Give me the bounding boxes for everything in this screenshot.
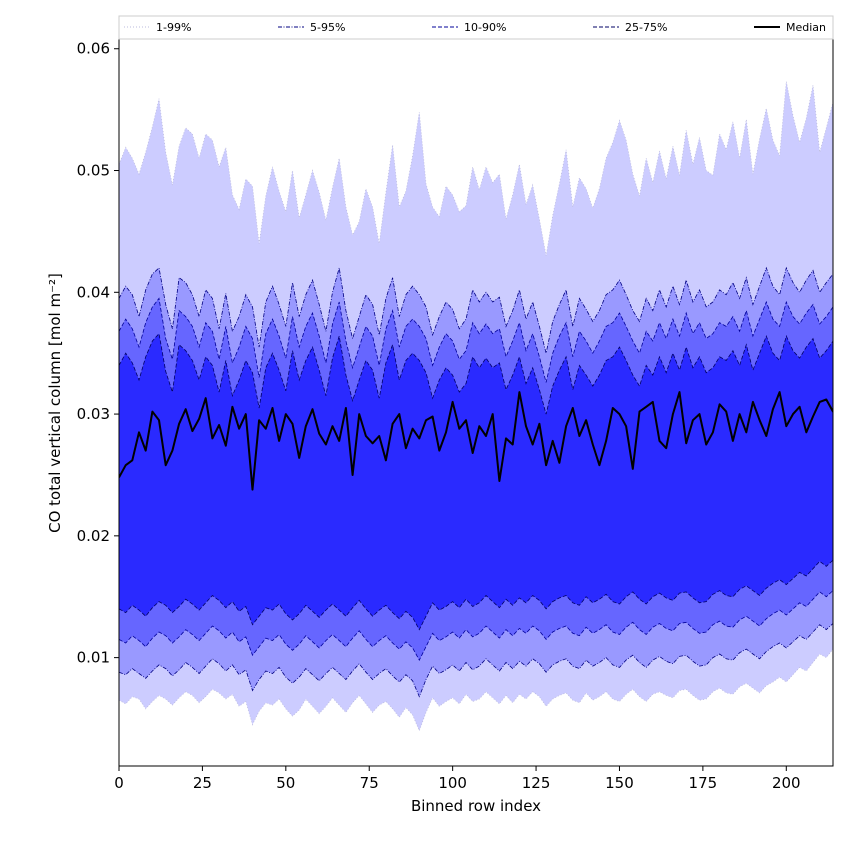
- band-fill-3: [119, 333, 833, 630]
- y-tick-label: 0.05: [77, 162, 110, 180]
- y-axis-label: CO total vertical column [mol m⁻²]: [46, 273, 64, 533]
- legend-label: 10-90%: [464, 21, 506, 34]
- x-tick-label: 200: [772, 774, 801, 792]
- y-tick-label: 0.01: [77, 649, 110, 667]
- y-axis: 0.01 0.02 0.03 0.04 0.05 0.06: [77, 40, 119, 667]
- y-tick-label: 0.02: [77, 527, 110, 545]
- band-edge-lower-0: [119, 648, 833, 732]
- legend-label: 1-99%: [156, 21, 191, 34]
- y-tick-label: 0.06: [77, 40, 110, 58]
- legend-label: Median: [786, 21, 826, 34]
- band-edge-lower-3: [119, 559, 833, 631]
- band-edge-upper-2: [119, 297, 833, 383]
- x-tick-label: 100: [438, 774, 467, 792]
- x-tick-label: 150: [605, 774, 634, 792]
- band-edge-lower-2: [119, 590, 833, 661]
- y-tick-label: 0.03: [77, 405, 110, 423]
- y-tick-label: 0.04: [77, 283, 110, 301]
- x-axis: 0 25 50 75 100 125 150 175 200: [114, 766, 801, 792]
- band-edge-lower-1: [119, 623, 833, 698]
- legend-box: [118, 15, 834, 40]
- x-axis-label: Binned row index: [411, 797, 541, 815]
- x-tick-label: 75: [360, 774, 379, 792]
- band-edge-upper-3: [119, 332, 833, 415]
- median-line: [119, 391, 833, 491]
- legend: 1-99% 5-95% 10-90% 25-75% Median: [118, 15, 834, 40]
- x-tick-label: 50: [276, 774, 295, 792]
- x-tick-label: 0: [114, 774, 124, 792]
- legend-label: 25-75%: [625, 21, 667, 34]
- median-layer: [119, 391, 833, 491]
- x-tick-label: 25: [193, 774, 212, 792]
- legend-label: 5-95%: [310, 21, 345, 34]
- band-edge-upper-0: [119, 81, 833, 256]
- band-edge-upper-1: [119, 266, 833, 354]
- x-tick-label: 125: [522, 774, 551, 792]
- x-tick-label: 175: [689, 774, 718, 792]
